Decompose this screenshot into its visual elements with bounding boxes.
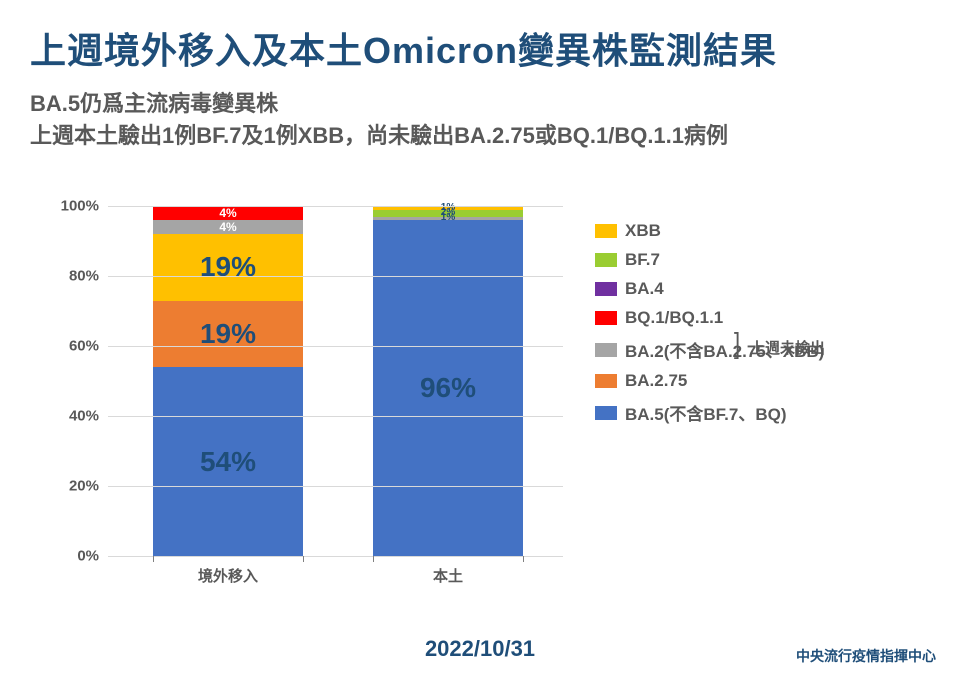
legend-label: BA.4 xyxy=(625,279,664,299)
segment-BA275: 19% xyxy=(153,301,303,368)
annotation-bracket: ] xyxy=(734,327,740,361)
legend-swatch xyxy=(595,374,617,388)
legend-swatch xyxy=(595,311,617,325)
grid-line xyxy=(108,346,563,347)
legend-item-BA4: BA.4 xyxy=(595,279,915,299)
bar-0: 54%19%19%4%4% xyxy=(153,206,303,556)
y-tick: 100% xyxy=(61,198,99,215)
category-label: 本土 xyxy=(373,565,523,586)
bar-1: 96%1%2%1% xyxy=(373,206,523,556)
y-tick: 80% xyxy=(69,268,99,285)
page-title: 上週境外移入及本土Omicron變異株監測結果 xyxy=(0,0,960,74)
grid-line xyxy=(108,416,563,417)
variant-stacked-bar-chart: 0%20%40%60%80%100% 54%19%19%4%4%96%1%2%1… xyxy=(50,200,910,600)
y-tick: 40% xyxy=(69,408,99,425)
y-tick: 60% xyxy=(69,338,99,355)
legend-label: BA.2.75 xyxy=(625,371,687,391)
grid-line xyxy=(108,206,563,207)
legend-label: BA.5(不含BF.7、BQ) xyxy=(625,400,787,425)
y-tick: 20% xyxy=(69,478,99,495)
legend-item-BF7: BF.7 xyxy=(595,250,915,270)
legend-item-BQ1: BQ.1/BQ.1.1 xyxy=(595,308,915,328)
x-tick xyxy=(373,556,374,562)
grid-line xyxy=(108,556,563,557)
legend-item-BA5: BA.5(不含BF.7、BQ) xyxy=(595,400,915,425)
subtitle-line-1: BA.5仍爲主流病毒變異株 xyxy=(30,91,278,116)
legend-item-XBB: XBB xyxy=(595,221,915,241)
legend-swatch xyxy=(595,224,617,238)
source-label: 中央流行疫情指揮中心 xyxy=(796,646,936,666)
subtitle-line-2: 上週本土驗出1例BF.7及1例XBB，尚未驗出BA.2.75或BQ.1/BQ.1… xyxy=(30,123,728,148)
x-tick xyxy=(523,556,524,562)
segment-BA5: 54% xyxy=(153,367,303,556)
legend-swatch xyxy=(595,406,617,420)
legend-item-BA275: BA.2.75 xyxy=(595,371,915,391)
legend-label: XBB xyxy=(625,221,661,241)
legend: XBBBF.7BA.4BQ.1/BQ.1.1BA.2(不含BA.2.75、XBB… xyxy=(595,212,915,434)
legend-swatch xyxy=(595,343,617,357)
segment-BA2: 4% xyxy=(153,220,303,234)
category-label: 境外移入 xyxy=(153,565,303,586)
legend-swatch xyxy=(595,253,617,267)
segment-BQ1: 4% xyxy=(153,206,303,220)
legend-label: BF.7 xyxy=(625,250,660,270)
annotation-text: 上週未檢出 xyxy=(750,337,825,358)
x-tick xyxy=(153,556,154,562)
grid-line xyxy=(108,486,563,487)
grid-line xyxy=(108,276,563,277)
y-tick: 0% xyxy=(77,548,99,565)
legend-swatch xyxy=(595,282,617,296)
y-axis: 0%20%40%60%80%100% xyxy=(50,206,105,556)
x-tick xyxy=(303,556,304,562)
segment-BA5: 96% xyxy=(373,220,523,556)
subtitle: BA.5仍爲主流病毒變異株 上週本土驗出1例BF.7及1例XBB，尚未驗出BA.… xyxy=(0,74,960,152)
segment-XBB: 19% xyxy=(153,234,303,301)
plot-area: 54%19%19%4%4%96%1%2%1% xyxy=(108,206,563,556)
legend-label: BQ.1/BQ.1.1 xyxy=(625,308,723,328)
